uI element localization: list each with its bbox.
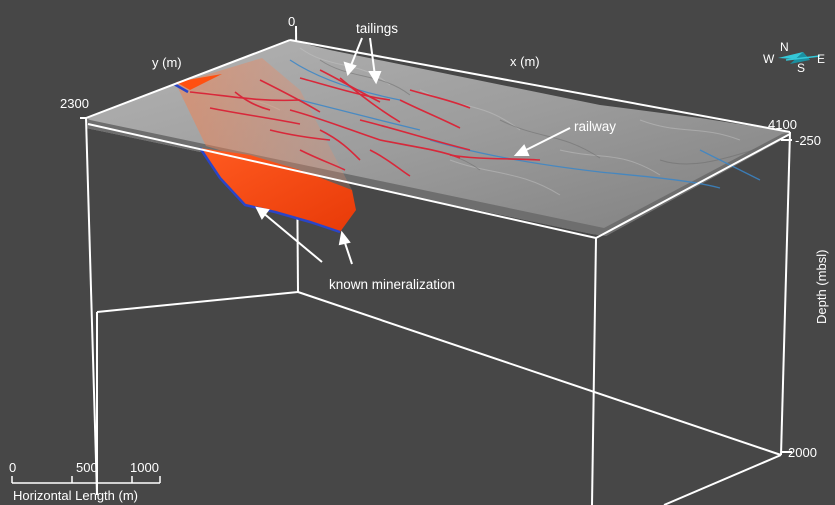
compass-north: N	[780, 40, 789, 54]
scale-tick-0: 0	[9, 460, 16, 475]
streams	[289, 59, 761, 189]
y-axis-label: y (m)	[152, 55, 182, 70]
origin-tick-label: 0	[288, 14, 295, 29]
tailings-lines	[189, 69, 541, 177]
annotation-arrows	[255, 37, 571, 265]
depth-top-tick-label: -250	[795, 133, 821, 148]
scale-tick-1: 500	[76, 460, 98, 475]
compass-icon: N S W E	[763, 40, 825, 75]
compass-west: W	[763, 52, 775, 66]
y-max-tick-label: 2300	[60, 96, 89, 111]
tailings-annotation: tailings	[356, 21, 398, 36]
scale-tick-2: 1000	[130, 460, 159, 475]
depth-bottom-tick-label: 2000	[788, 445, 817, 460]
terrain-surface	[86, 40, 790, 236]
ore-plane	[176, 58, 352, 190]
depth-axis-label: Depth (mbsl)	[814, 250, 829, 324]
x-max-tick-label: 4100	[768, 117, 797, 132]
scale-bar: 0 500 1000 Horizontal Length (m)	[9, 460, 161, 503]
box-front-edges	[80, 39, 792, 505]
mineralization-annotation: known mineralization	[329, 277, 455, 292]
compass-south: S	[797, 61, 805, 75]
scale-bar-label: Horizontal Length (m)	[13, 488, 138, 503]
railway-annotation: railway	[574, 119, 616, 134]
compass-east: E	[817, 52, 825, 66]
x-axis-label: x (m)	[510, 54, 540, 69]
